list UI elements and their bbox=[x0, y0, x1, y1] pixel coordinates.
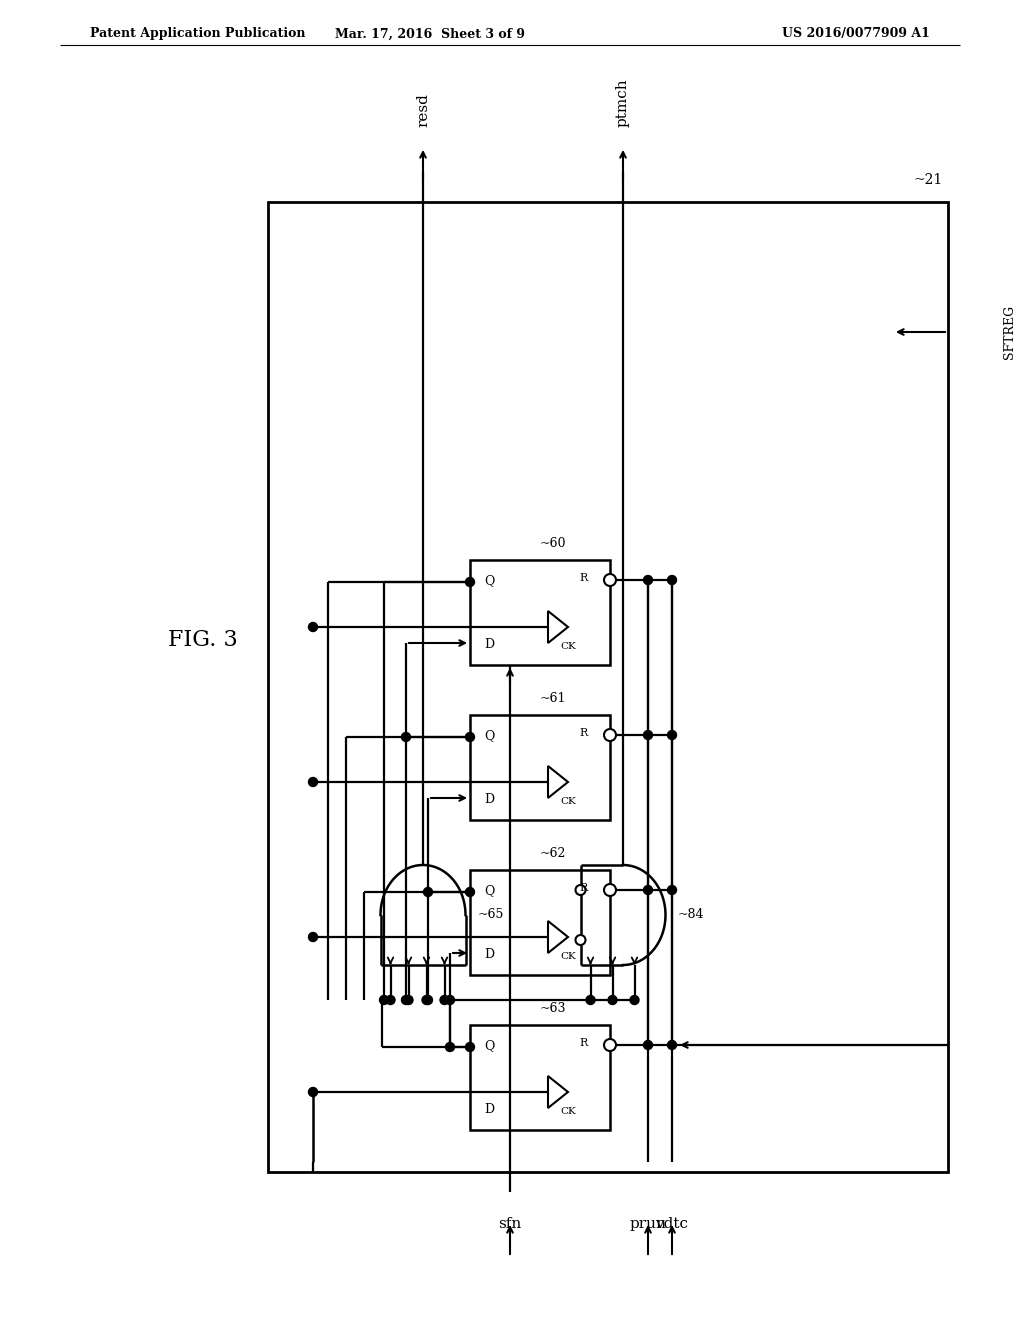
Circle shape bbox=[401, 733, 411, 742]
Text: vdtc: vdtc bbox=[655, 1217, 688, 1232]
Circle shape bbox=[466, 578, 474, 586]
Circle shape bbox=[466, 1043, 474, 1052]
Text: FIG. 3: FIG. 3 bbox=[168, 630, 238, 651]
Circle shape bbox=[643, 1040, 652, 1049]
Circle shape bbox=[643, 730, 652, 739]
Text: Q: Q bbox=[484, 574, 495, 587]
Text: ~21: ~21 bbox=[913, 173, 943, 187]
Circle shape bbox=[586, 995, 595, 1005]
Text: prun: prun bbox=[630, 1217, 667, 1232]
Circle shape bbox=[604, 574, 616, 586]
Text: Patent Application Publication: Patent Application Publication bbox=[90, 28, 305, 41]
Text: ~63: ~63 bbox=[540, 1002, 566, 1015]
Bar bbox=[268, 202, 948, 1172]
Text: ptmch: ptmch bbox=[616, 78, 630, 127]
Circle shape bbox=[608, 995, 617, 1005]
Circle shape bbox=[445, 1043, 455, 1052]
Circle shape bbox=[668, 730, 677, 739]
Circle shape bbox=[466, 733, 474, 742]
Circle shape bbox=[386, 995, 395, 1005]
Circle shape bbox=[575, 935, 586, 945]
Circle shape bbox=[445, 995, 455, 1005]
Circle shape bbox=[668, 576, 677, 585]
Text: D: D bbox=[484, 793, 495, 807]
Text: CK: CK bbox=[560, 797, 575, 807]
Text: R: R bbox=[580, 1038, 588, 1048]
Text: CK: CK bbox=[560, 952, 575, 961]
Text: SFTREG: SFTREG bbox=[1002, 305, 1016, 359]
Text: ~65: ~65 bbox=[477, 908, 504, 921]
Circle shape bbox=[401, 995, 411, 1005]
Text: R: R bbox=[580, 729, 588, 738]
Circle shape bbox=[308, 1088, 317, 1097]
Circle shape bbox=[604, 729, 616, 741]
Circle shape bbox=[404, 995, 413, 1005]
Circle shape bbox=[575, 884, 586, 895]
Bar bbox=[470, 715, 610, 820]
Circle shape bbox=[422, 995, 431, 1005]
Text: Q: Q bbox=[484, 884, 495, 898]
Text: ~62: ~62 bbox=[540, 847, 566, 861]
Text: ~61: ~61 bbox=[540, 692, 566, 705]
Circle shape bbox=[308, 623, 317, 631]
Circle shape bbox=[466, 887, 474, 896]
Text: US 2016/0077909 A1: US 2016/0077909 A1 bbox=[782, 28, 930, 41]
Circle shape bbox=[643, 576, 652, 585]
Text: ~60: ~60 bbox=[540, 537, 566, 550]
Text: Q: Q bbox=[484, 1039, 495, 1052]
Bar bbox=[470, 1026, 610, 1130]
Circle shape bbox=[604, 884, 616, 896]
Circle shape bbox=[643, 886, 652, 895]
Circle shape bbox=[668, 1040, 677, 1049]
Circle shape bbox=[424, 995, 432, 1005]
Bar bbox=[470, 560, 610, 665]
Text: D: D bbox=[484, 1104, 495, 1115]
Text: R: R bbox=[580, 883, 588, 894]
Circle shape bbox=[308, 932, 317, 941]
Bar bbox=[470, 870, 610, 975]
Text: Q: Q bbox=[484, 729, 495, 742]
Circle shape bbox=[380, 995, 388, 1005]
Circle shape bbox=[424, 887, 432, 896]
Text: D: D bbox=[484, 948, 495, 961]
Circle shape bbox=[668, 886, 677, 895]
Circle shape bbox=[308, 777, 317, 787]
Circle shape bbox=[604, 1039, 616, 1051]
Circle shape bbox=[440, 995, 449, 1005]
Text: resd: resd bbox=[416, 94, 430, 127]
Text: sfn: sfn bbox=[499, 1217, 521, 1232]
Text: Mar. 17, 2016  Sheet 3 of 9: Mar. 17, 2016 Sheet 3 of 9 bbox=[335, 28, 525, 41]
Text: CK: CK bbox=[560, 642, 575, 651]
Text: R: R bbox=[580, 573, 588, 583]
Text: D: D bbox=[484, 638, 495, 651]
Text: ~84: ~84 bbox=[678, 908, 705, 921]
Text: CK: CK bbox=[560, 1107, 575, 1115]
Circle shape bbox=[630, 995, 639, 1005]
